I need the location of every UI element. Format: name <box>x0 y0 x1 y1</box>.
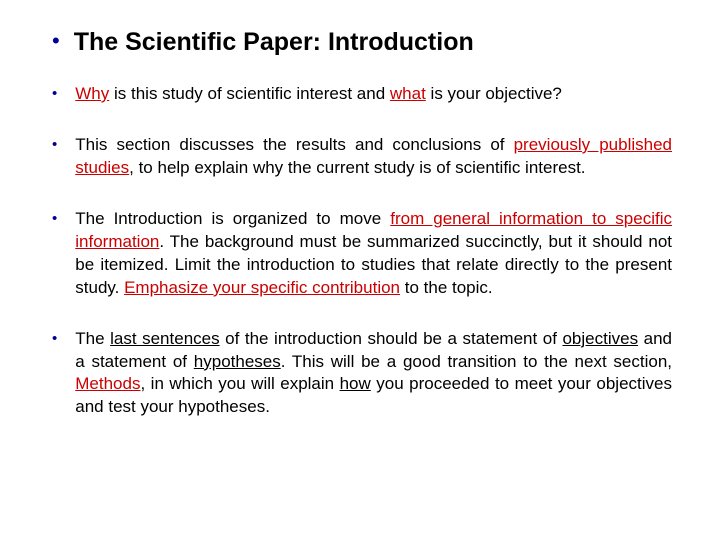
text-segment: Why <box>75 84 109 103</box>
text-segment: is your objective? <box>426 84 562 103</box>
text-segment: of the introduction should be a statemen… <box>220 329 563 348</box>
slide-title: The Scientific Paper: Introduction <box>74 28 474 57</box>
text-segment: Methods <box>75 374 140 393</box>
bullet-item: • The last sentences of the introduction … <box>52 328 672 420</box>
text-segment: Emphasize your specific contribution <box>124 278 400 297</box>
title-bullet-icon: • <box>52 28 60 54</box>
text-segment: what <box>390 84 426 103</box>
text-segment: . This will be a good transition to the … <box>281 352 672 371</box>
text-segment: The <box>75 329 110 348</box>
text-segment: how <box>340 374 371 393</box>
text-segment: , to help explain why the current study … <box>129 158 585 177</box>
bullet-text: This section discusses the results and c… <box>75 134 672 180</box>
text-segment: The Introduction is organized to move <box>75 209 390 228</box>
bullet-text: Why is this study of scientific interest… <box>75 83 562 106</box>
title-row: • The Scientific Paper: Introduction <box>48 28 672 57</box>
bullet-text: The Introduction is organized to move fr… <box>75 208 672 300</box>
text-segment: This section discusses the results and c… <box>75 135 513 154</box>
text-segment: last sentences <box>110 329 220 348</box>
text-segment: , in which you will explain <box>140 374 339 393</box>
bullet-dot-icon: • <box>52 83 57 104</box>
text-segment: hypotheses <box>194 352 281 371</box>
bullet-dot-icon: • <box>52 134 57 155</box>
bullet-text: The last sentences of the introduction s… <box>75 328 672 420</box>
bullet-item: • Why is this study of scientific interes… <box>52 83 672 106</box>
text-segment: objectives <box>562 329 638 348</box>
text-segment: to the topic. <box>400 278 493 297</box>
bullet-item: • This section discusses the results and … <box>52 134 672 180</box>
slide-content: • The Scientific Paper: Introduction • Wh… <box>0 0 720 475</box>
bullet-dot-icon: • <box>52 328 57 349</box>
bullets-container: • Why is this study of scientific interes… <box>48 83 672 419</box>
bullet-dot-icon: • <box>52 208 57 229</box>
bullet-item: • The Introduction is organized to move f… <box>52 208 672 300</box>
text-segment: is this study of scientific interest and <box>109 84 390 103</box>
